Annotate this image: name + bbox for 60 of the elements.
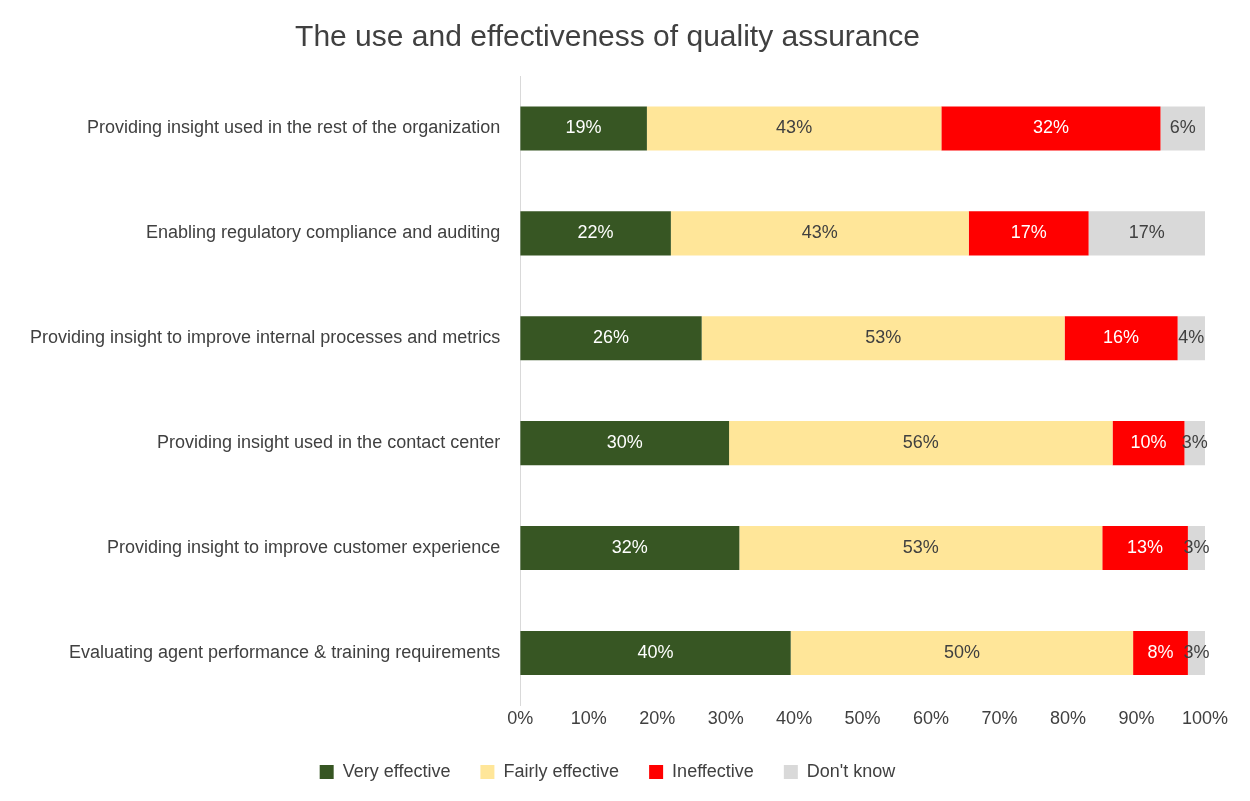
bar [670, 211, 969, 256]
x-tick-label: 100% [1181, 708, 1229, 729]
y-tick-label: Providing insight to improve customer experience [107, 537, 501, 558]
data-label: 40% [637, 641, 674, 662]
data-label: 43% [801, 222, 838, 243]
y-tick-label: Providing insight used in the rest of the organization [86, 117, 501, 138]
legend-label: Very effective [342, 760, 451, 781]
data-label: 30% [606, 432, 643, 453]
x-tick-label: 50% [844, 708, 881, 729]
bar [701, 316, 1065, 361]
y-tick-label: Evaluating agent performance & training requirements [68, 641, 501, 662]
bar [968, 211, 1089, 256]
data-label: 32% [1032, 117, 1069, 138]
bar [520, 526, 740, 571]
x-tick-label: 80% [1050, 708, 1087, 729]
data-label: 4% [1178, 327, 1205, 348]
x-tick-label: 90% [1118, 708, 1155, 729]
data-label: 32% [611, 537, 648, 558]
bar [520, 316, 702, 361]
x-tick-label: 70% [981, 708, 1018, 729]
x-tick-label: 60% [913, 708, 950, 729]
data-label: 50% [943, 641, 980, 662]
data-label: 13% [1127, 537, 1164, 558]
x-tick-label: 30% [707, 708, 744, 729]
legend-label: Fairly effective [503, 760, 620, 781]
bar [520, 211, 671, 256]
bar [1160, 106, 1205, 151]
chart-title: The use and effectiveness of quality assurance [295, 19, 920, 53]
bar [729, 421, 1113, 466]
x-tick-label: 20% [639, 708, 676, 729]
bar [941, 106, 1161, 151]
data-label: 17% [1010, 222, 1047, 243]
data-label: 53% [865, 327, 902, 348]
bar [1064, 316, 1178, 361]
y-tick-label: Enabling regulatory compliance and auditing [145, 222, 501, 243]
legend-label: Don't know [806, 760, 897, 781]
data-label: 43% [776, 117, 813, 138]
data-label: 56% [902, 432, 939, 453]
data-label: 6% [1169, 117, 1196, 138]
bar [790, 630, 1134, 675]
y-tick-label: Providing insight to improve internal processes and metrics [30, 327, 501, 348]
bar [520, 630, 791, 675]
data-label: 17% [1128, 222, 1165, 243]
data-label: 10% [1130, 432, 1167, 453]
data-label: 16% [1103, 327, 1140, 348]
x-tick-label: 10% [570, 708, 607, 729]
bar [739, 526, 1103, 571]
bar [1088, 211, 1205, 256]
data-label: 53% [902, 537, 939, 558]
data-label: 22% [577, 222, 614, 243]
bar [520, 421, 730, 466]
legend-label: Ineffective [672, 760, 754, 781]
x-tick-label: 0% [507, 708, 534, 729]
data-label: 26% [592, 327, 629, 348]
data-label: 8% [1147, 641, 1174, 662]
x-tick-label: 40% [776, 708, 813, 729]
bar [646, 106, 942, 151]
bar [520, 106, 647, 151]
y-tick-label: Providing insight used in the contact center [157, 432, 501, 453]
data-label: 19% [565, 117, 602, 138]
